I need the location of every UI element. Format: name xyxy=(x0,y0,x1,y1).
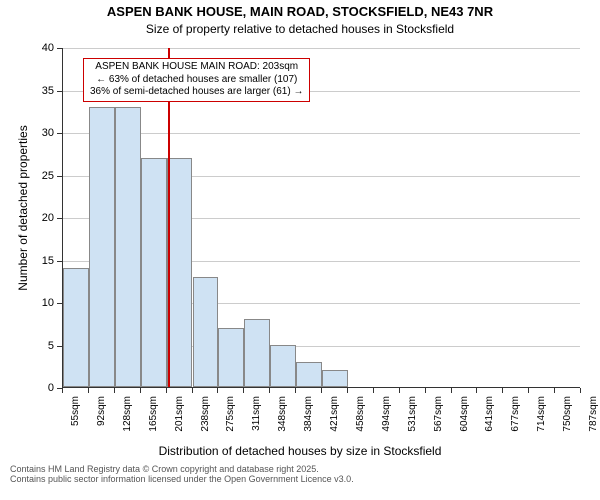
y-tick-label: 35 xyxy=(34,85,54,97)
x-tick-label: 348sqm xyxy=(277,396,288,444)
x-tick-mark xyxy=(114,388,115,393)
x-tick-label: 421sqm xyxy=(329,396,340,444)
x-tick-label: 750sqm xyxy=(562,396,573,444)
bar xyxy=(270,345,296,388)
gridline xyxy=(63,48,580,49)
y-tick-label: 25 xyxy=(34,170,54,182)
y-tick-label: 10 xyxy=(34,297,54,309)
x-tick-label: 494sqm xyxy=(381,396,392,444)
y-tick-mark xyxy=(57,133,62,134)
y-tick-label: 30 xyxy=(34,127,54,139)
x-tick-label: 604sqm xyxy=(459,396,470,444)
y-tick-mark xyxy=(57,303,62,304)
x-tick-mark xyxy=(269,388,270,393)
annotation-box: ASPEN BANK HOUSE MAIN ROAD: 203sqm← 63% … xyxy=(83,58,310,102)
bar xyxy=(63,268,89,387)
x-tick-mark xyxy=(166,388,167,393)
x-tick-mark xyxy=(373,388,374,393)
x-tick-mark xyxy=(425,388,426,393)
x-tick-mark xyxy=(528,388,529,393)
y-tick-label: 5 xyxy=(34,340,54,352)
x-tick-label: 677sqm xyxy=(510,396,521,444)
bar xyxy=(193,277,219,388)
chart-container: ASPEN BANK HOUSE, MAIN ROAD, STOCKSFIELD… xyxy=(0,0,600,500)
x-tick-label: 641sqm xyxy=(484,396,495,444)
x-tick-mark xyxy=(502,388,503,393)
x-tick-label: 55sqm xyxy=(70,396,81,444)
x-axis-label: Distribution of detached houses by size … xyxy=(0,444,600,458)
bar xyxy=(322,370,348,387)
bar xyxy=(167,158,193,388)
x-tick-mark xyxy=(347,388,348,393)
y-axis-label: Number of detached properties xyxy=(16,108,30,308)
x-tick-label: 238sqm xyxy=(200,396,211,444)
plot-area: ASPEN BANK HOUSE MAIN ROAD: 203sqm← 63% … xyxy=(62,48,580,388)
x-tick-label: 311sqm xyxy=(251,396,262,444)
x-tick-mark xyxy=(321,388,322,393)
x-tick-label: 714sqm xyxy=(536,396,547,444)
y-tick-mark xyxy=(57,346,62,347)
x-tick-label: 165sqm xyxy=(148,396,159,444)
x-tick-label: 275sqm xyxy=(225,396,236,444)
y-tick-label: 15 xyxy=(34,255,54,267)
bar xyxy=(218,328,244,388)
x-tick-mark xyxy=(451,388,452,393)
x-tick-mark xyxy=(295,388,296,393)
footer-line: Contains public sector information licen… xyxy=(10,474,354,484)
chart-title: ASPEN BANK HOUSE, MAIN ROAD, STOCKSFIELD… xyxy=(0,4,600,19)
x-tick-label: 531sqm xyxy=(407,396,418,444)
bar xyxy=(115,107,141,388)
bar xyxy=(89,107,115,388)
y-tick-mark xyxy=(57,91,62,92)
footer: Contains HM Land Registry data © Crown c… xyxy=(10,464,354,484)
annotation-line: ASPEN BANK HOUSE MAIN ROAD: 203sqm xyxy=(90,61,303,74)
x-tick-label: 201sqm xyxy=(174,396,185,444)
bar xyxy=(244,319,270,387)
x-tick-label: 567sqm xyxy=(433,396,444,444)
x-tick-mark xyxy=(476,388,477,393)
y-tick-mark xyxy=(57,176,62,177)
x-tick-mark xyxy=(62,388,63,393)
footer-line: Contains HM Land Registry data © Crown c… xyxy=(10,464,354,474)
x-tick-mark xyxy=(192,388,193,393)
y-tick-label: 40 xyxy=(34,42,54,54)
y-tick-mark xyxy=(57,48,62,49)
x-tick-label: 128sqm xyxy=(122,396,133,444)
bar xyxy=(141,158,167,388)
annotation-line: ← 63% of detached houses are smaller (10… xyxy=(90,74,303,87)
y-tick-label: 0 xyxy=(34,382,54,394)
y-tick-label: 20 xyxy=(34,212,54,224)
x-tick-mark xyxy=(140,388,141,393)
y-tick-mark xyxy=(57,218,62,219)
x-tick-mark xyxy=(399,388,400,393)
x-tick-mark xyxy=(88,388,89,393)
annotation-line: 36% of semi-detached houses are larger (… xyxy=(90,86,303,99)
x-tick-label: 787sqm xyxy=(588,396,599,444)
x-tick-label: 458sqm xyxy=(355,396,366,444)
x-tick-mark xyxy=(243,388,244,393)
x-tick-mark xyxy=(217,388,218,393)
x-tick-label: 92sqm xyxy=(96,396,107,444)
y-tick-mark xyxy=(57,261,62,262)
chart-subtitle: Size of property relative to detached ho… xyxy=(0,22,600,36)
bar xyxy=(296,362,322,388)
x-tick-mark xyxy=(554,388,555,393)
x-tick-mark xyxy=(580,388,581,393)
x-tick-label: 384sqm xyxy=(303,396,314,444)
